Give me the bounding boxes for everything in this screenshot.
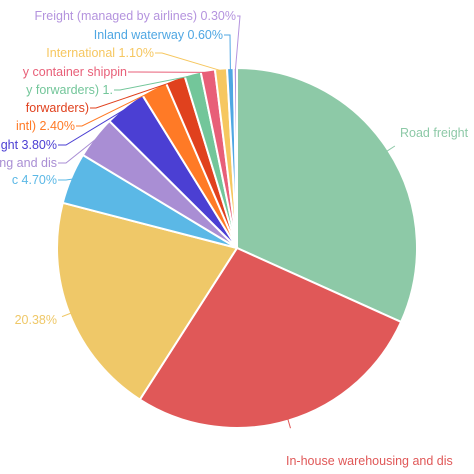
leader-line-0: [386, 145, 396, 152]
leader-line-8: [114, 75, 194, 91]
leader-line-3: [58, 178, 73, 181]
slice-label-9: y container shippin: [23, 65, 127, 79]
leader-line-12: [234, 15, 241, 71]
slice-labels: Road freight In-house warehousing and dis…: [0, 9, 469, 468]
leader-line-11: [224, 34, 231, 71]
slice-label-5: ight 3.80%: [0, 138, 57, 152]
slice-label-4: ing and dis: [0, 156, 57, 170]
slice-label-10: International 1.10%: [46, 46, 154, 60]
leader-line-2: [61, 312, 72, 318]
slice-label-6: intl) 2.40%: [16, 119, 75, 133]
leader-line-6: [76, 89, 156, 127]
slice-label-1: In-house warehousing and dis: [286, 454, 453, 468]
slice-label-8: y forwarders) 1.: [26, 83, 113, 97]
leader-line-7: [90, 80, 176, 109]
slice-label-11: Inland waterway 0.60%: [94, 28, 223, 42]
leader-lines: [58, 15, 396, 429]
slice-label-12: Freight (managed by airlines) 0.30%: [35, 9, 237, 23]
slice-label-3: c 4.70%: [12, 173, 57, 187]
slice-label-7: forwarders): [26, 101, 89, 115]
leader-line-1: [287, 418, 291, 429]
leader-line-10: [155, 52, 222, 72]
slice-label-0: Road freight: [400, 126, 469, 140]
leader-line-4: [58, 138, 98, 164]
pie-slices: [56, 66, 419, 429]
slice-label-2: 20.38%: [15, 313, 57, 327]
leader-line-5: [58, 108, 127, 146]
